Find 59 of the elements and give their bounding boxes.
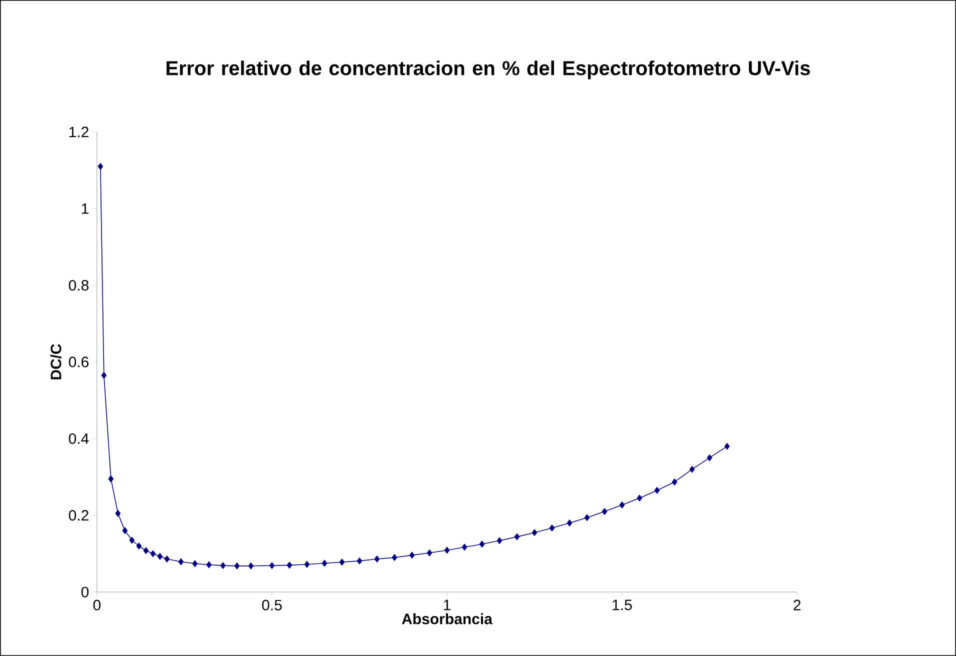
y-tick-label: 1.2 xyxy=(69,126,88,138)
point xyxy=(234,562,240,570)
point xyxy=(108,476,114,482)
point xyxy=(654,487,660,494)
point xyxy=(220,562,226,569)
point xyxy=(356,558,362,564)
point xyxy=(322,560,328,567)
point xyxy=(584,514,590,522)
point xyxy=(602,508,608,515)
x-tick-label: 1 xyxy=(444,600,450,610)
point xyxy=(619,502,625,508)
y-axis-title: DC/C xyxy=(50,344,62,380)
point xyxy=(479,540,485,548)
point xyxy=(98,163,104,170)
y-tick-label: 1 xyxy=(82,203,88,214)
point xyxy=(549,524,555,532)
point xyxy=(426,550,432,556)
point xyxy=(164,556,170,562)
y-tick-label: 0.2 xyxy=(68,510,88,521)
x-tick-label: 0 xyxy=(93,600,101,610)
point xyxy=(206,561,212,568)
point xyxy=(192,560,198,568)
x-tick-label: 1.5 xyxy=(612,600,632,610)
point xyxy=(636,494,642,502)
point xyxy=(409,552,415,559)
point xyxy=(129,536,135,544)
point xyxy=(532,529,538,536)
point xyxy=(136,542,142,550)
point xyxy=(444,546,450,554)
point xyxy=(101,372,107,379)
chart-title: Error relativo de concentracion en % del Espectrofotometro UV-Vis xyxy=(166,60,810,80)
point xyxy=(724,442,730,450)
point xyxy=(122,527,128,534)
point xyxy=(143,547,149,554)
point xyxy=(706,454,712,462)
point xyxy=(157,552,163,560)
y-tick-label: 0.6 xyxy=(68,356,88,368)
point xyxy=(392,554,398,561)
point xyxy=(374,556,380,562)
y-tick-label: 0.8 xyxy=(68,280,88,291)
point xyxy=(178,558,184,566)
x-tick-label: 0.5 xyxy=(262,600,282,610)
point xyxy=(566,520,572,526)
point xyxy=(672,478,678,486)
x-tick-label: 2 xyxy=(794,600,800,610)
point xyxy=(248,562,254,570)
point xyxy=(339,558,345,566)
point xyxy=(496,537,502,544)
point xyxy=(514,533,520,540)
point xyxy=(689,466,695,473)
point xyxy=(286,562,292,569)
x-axis-title: Absorbancia xyxy=(402,613,493,624)
point xyxy=(115,510,121,517)
point xyxy=(150,550,156,558)
y-tick-label: 0 xyxy=(81,586,89,598)
point xyxy=(462,544,468,551)
y-tick-label: 0.4 xyxy=(68,433,89,444)
point xyxy=(269,562,275,569)
point xyxy=(304,561,310,568)
